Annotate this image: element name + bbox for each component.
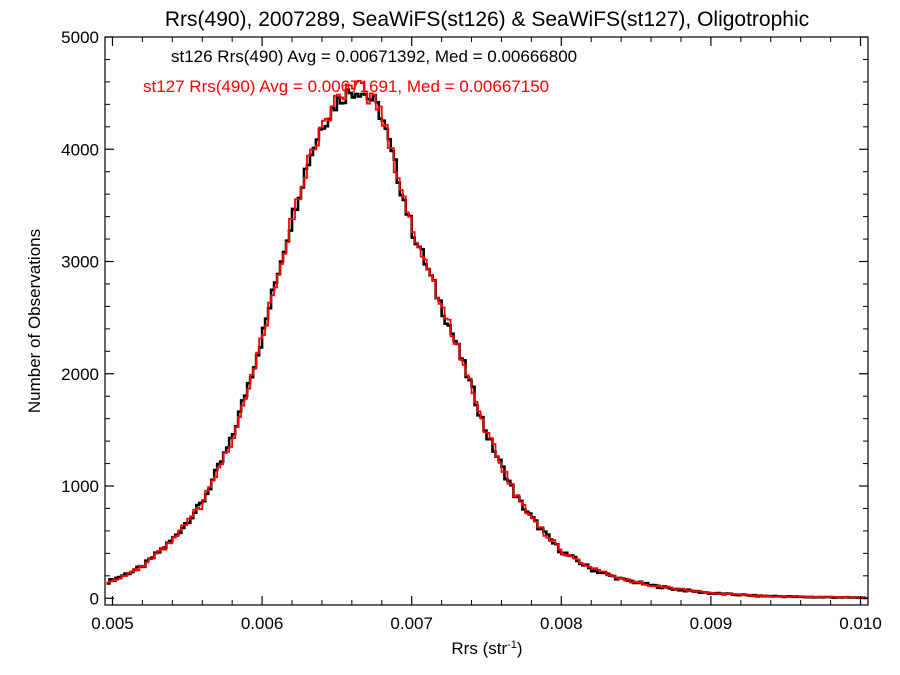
x-tick-label: 0.008 [540, 614, 583, 633]
annotation-st127: st127 Rrs(490) Avg = 0.00671691, Med = 0… [143, 77, 549, 96]
y-tick-label: 5000 [61, 28, 99, 47]
y-axis-label: Number of Observations [25, 229, 44, 413]
y-tick-label: 2000 [61, 365, 99, 384]
x-tick-label: 0.007 [390, 614, 433, 633]
x-tick-label: 0.006 [241, 614, 284, 633]
series-line-st127 [106, 79, 868, 599]
y-tick-label: 3000 [61, 253, 99, 272]
y-tick-label: 1000 [61, 477, 99, 496]
x-tick-label: 0.005 [91, 614, 134, 633]
plot-frame [104, 36, 869, 606]
ticks-layer: 0.005 0.006 0.007 0.008 0.009 0.010 0 1000 2000 3… [61, 28, 882, 633]
x-tick-label: 0.010 [839, 614, 882, 633]
x-axis-label: Rrs (str-1) [451, 639, 522, 658]
chart-title: Rrs(490), 2007289, SeaWiFS(st126) & SeaW… [165, 8, 809, 31]
x-tick-label: 0.009 [690, 614, 733, 633]
series-layer [106, 79, 868, 600]
y-tick-label: 4000 [61, 140, 99, 159]
y-tick-label: 0 [90, 589, 99, 608]
series-line-st126 [106, 88, 868, 600]
annotation-st126: st126 Rrs(490) Avg = 0.00671392, Med = 0… [171, 47, 577, 66]
